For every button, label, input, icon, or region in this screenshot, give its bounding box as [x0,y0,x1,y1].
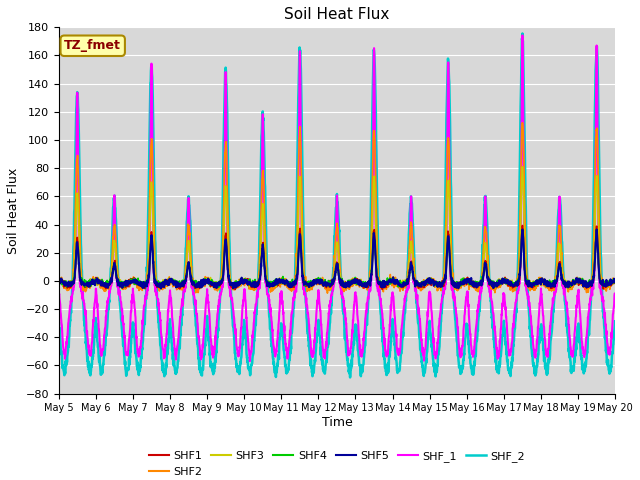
SHF3 [210,280,218,286]
Title: Soil Heat Flux: Soil Heat Flux [284,7,390,22]
Line: SHF5: SHF5 [59,229,615,288]
SHF_2 [55,325,63,331]
SHF_1 [518,33,526,38]
SHF5 [499,276,506,281]
SHF3 [365,280,372,286]
SHF5 [593,227,600,232]
SHF5 [365,282,373,288]
SHF3 [562,281,570,287]
SHF3 [567,285,575,291]
SHF5 [562,282,570,288]
Y-axis label: Soil Heat Flux: Soil Heat Flux [7,168,20,253]
SHF2 [365,279,373,285]
SHF_1 [210,352,218,358]
Legend: SHF1, SHF2, SHF3, SHF4, SHF5, SHF_1, SHF_2: SHF1, SHF2, SHF3, SHF4, SHF5, SHF_1, SHF… [145,447,529,480]
SHF3 [518,164,526,170]
SHF_2 [611,318,619,324]
SHF2 [210,285,218,290]
SHF2 [499,279,506,285]
SHF_2 [563,315,570,321]
SHF4 [353,280,361,286]
SHF2 [563,284,570,290]
SHF4 [210,279,218,285]
SHF5 [611,278,619,284]
Line: SHF3: SHF3 [59,167,615,288]
SHF_1 [611,290,619,296]
SHF2 [578,282,586,288]
SHF_1 [563,301,570,307]
SHF_1 [353,304,361,310]
SHF1 [353,276,361,282]
SHF_1 [246,358,253,364]
SHF3 [55,277,63,283]
SHF2 [55,280,63,286]
SHF1 [231,287,239,292]
SHF1 [518,223,526,228]
SHF_2 [353,338,361,344]
SHF1 [365,282,373,288]
Text: TZ_fmet: TZ_fmet [64,39,121,52]
SHF3 [353,277,360,283]
SHF4 [118,285,126,291]
SHF_2 [578,357,586,362]
SHF1 [210,283,218,288]
SHF2 [611,278,619,284]
SHF3 [499,278,506,284]
SHF3 [611,276,619,282]
SHF2 [518,120,526,126]
Line: SHF2: SHF2 [59,123,615,293]
SHF4 [578,280,586,286]
Line: SHF4: SHF4 [59,235,615,288]
SHF1 [563,280,570,286]
SHF2 [324,290,332,296]
Line: SHF_2: SHF_2 [59,34,615,377]
SHF_2 [365,280,373,286]
SHF2 [353,277,361,283]
SHF5 [55,279,63,285]
SHF_1 [499,300,506,306]
SHF5 [353,279,361,285]
SHF1 [578,278,586,284]
SHF4 [518,232,526,238]
SHF4 [365,278,373,284]
SHF_1 [578,338,586,344]
SHF1 [55,276,63,281]
X-axis label: Time: Time [321,416,353,429]
SHF5 [210,284,218,290]
SHF_1 [365,287,373,292]
SHF1 [499,279,506,285]
Line: SHF1: SHF1 [59,226,615,289]
SHF_1 [55,292,63,298]
SHF_2 [346,374,354,380]
SHF5 [577,279,585,285]
SHF1 [611,280,619,286]
SHF4 [563,280,570,286]
SHF_2 [518,31,526,36]
SHF5 [157,286,165,291]
Line: SHF_1: SHF_1 [59,36,615,361]
SHF_2 [499,333,506,339]
SHF4 [499,278,506,284]
SHF4 [55,278,63,284]
SHF3 [578,280,586,286]
SHF_2 [210,366,218,372]
SHF4 [611,277,619,283]
